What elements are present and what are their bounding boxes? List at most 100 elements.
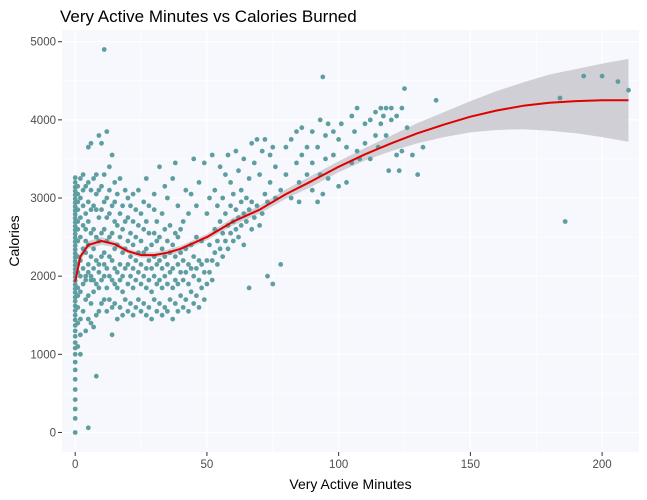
data-point	[120, 312, 125, 318]
data-point	[107, 297, 112, 302]
data-point	[233, 207, 239, 213]
data-point	[101, 226, 107, 232]
data-point	[85, 262, 91, 267]
data-point	[191, 301, 197, 306]
data-point	[72, 351, 78, 357]
data-point	[130, 191, 136, 197]
data-point	[270, 144, 276, 150]
data-point	[159, 285, 165, 291]
data-point	[180, 258, 186, 263]
data-point	[249, 226, 255, 232]
data-point	[251, 160, 257, 166]
data-point	[212, 250, 218, 256]
data-point	[257, 172, 262, 178]
data-point	[309, 187, 315, 193]
data-point	[78, 234, 83, 240]
data-point	[114, 191, 120, 197]
data-point	[178, 293, 184, 299]
data-point	[80, 223, 86, 228]
data-point	[149, 266, 155, 271]
data-point	[133, 234, 139, 240]
data-point	[72, 406, 78, 412]
data-point	[109, 258, 115, 263]
data-point	[72, 367, 78, 373]
y-axis-label: Calories	[6, 215, 22, 266]
y-tick-label: 0	[50, 427, 56, 439]
data-point	[88, 301, 94, 306]
data-point	[125, 215, 131, 221]
data-point	[259, 211, 265, 217]
data-point	[88, 140, 94, 146]
data-point	[223, 172, 228, 178]
data-point	[172, 277, 178, 283]
data-point	[83, 226, 89, 232]
data-point	[270, 281, 276, 287]
data-point	[262, 191, 268, 197]
data-point	[354, 105, 360, 111]
data-point	[122, 266, 128, 271]
data-point	[228, 180, 234, 185]
data-point	[149, 289, 155, 295]
data-point	[336, 137, 341, 142]
data-point	[136, 297, 141, 302]
data-point	[241, 242, 247, 248]
data-point	[246, 207, 252, 213]
data-point	[78, 176, 83, 181]
data-point	[130, 242, 136, 248]
data-point	[299, 125, 305, 131]
data-point	[165, 262, 170, 267]
data-point	[162, 305, 168, 310]
data-point	[165, 238, 170, 244]
data-point	[188, 289, 194, 295]
data-point	[104, 215, 110, 221]
data-point	[151, 230, 157, 236]
data-point	[88, 320, 94, 326]
data-point	[125, 195, 131, 201]
y-tick-label: 5000	[30, 37, 56, 49]
data-point	[204, 281, 210, 287]
y-axis-ticks: 0 1000 2000 3000 4000 5000	[30, 37, 62, 439]
data-point	[130, 266, 136, 271]
data-point	[201, 297, 207, 302]
data-point	[78, 289, 83, 295]
data-point	[112, 281, 118, 287]
data-point	[125, 262, 131, 267]
data-point	[128, 230, 133, 236]
data-point	[122, 219, 128, 224]
data-point	[251, 215, 257, 221]
data-point	[265, 273, 270, 279]
data-point	[154, 262, 160, 267]
data-point	[141, 250, 147, 256]
data-point	[331, 152, 336, 158]
data-point	[296, 180, 302, 185]
data-point	[378, 121, 384, 127]
data-point	[96, 308, 102, 314]
data-point	[194, 203, 199, 209]
data-point	[138, 238, 144, 244]
data-point	[209, 258, 215, 263]
data-point	[196, 305, 202, 310]
data-point	[241, 211, 247, 217]
data-point	[349, 113, 355, 119]
data-point	[162, 273, 168, 279]
data-point	[217, 246, 223, 252]
data-point	[288, 195, 294, 201]
data-point	[78, 351, 83, 357]
data-point	[167, 269, 173, 275]
data-point	[141, 273, 147, 279]
data-point	[83, 238, 89, 244]
y-tick-label: 2000	[30, 271, 56, 283]
data-point	[112, 219, 118, 224]
data-point	[83, 183, 89, 189]
data-point	[167, 297, 173, 302]
data-point	[154, 281, 160, 287]
data-point	[85, 293, 91, 299]
data-point	[420, 144, 426, 150]
data-point	[107, 234, 112, 240]
smooth-line	[74, 99, 629, 282]
data-point	[85, 316, 91, 322]
data-point	[75, 191, 81, 197]
data-point	[367, 156, 373, 162]
data-point	[91, 176, 96, 181]
data-point	[117, 305, 123, 310]
